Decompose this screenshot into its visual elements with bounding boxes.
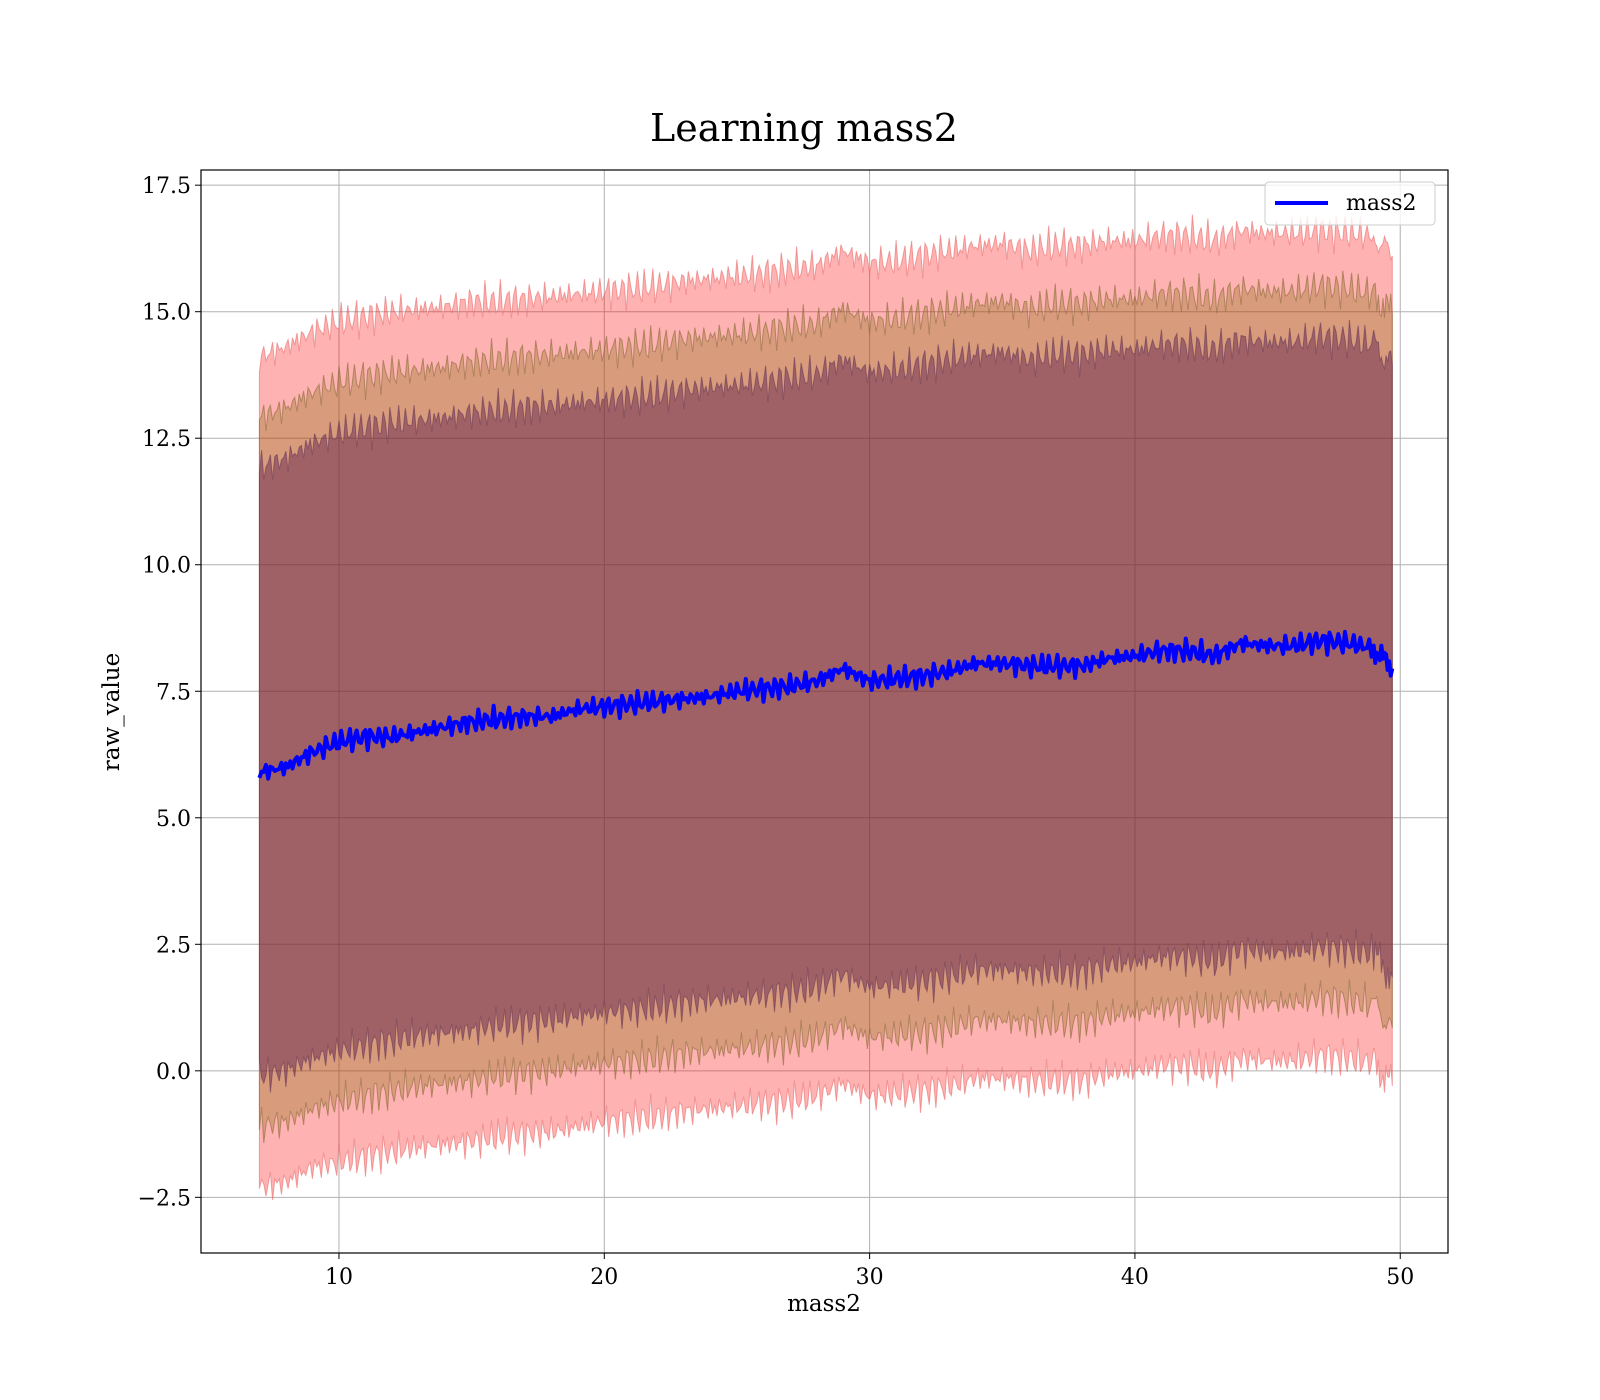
band-layer <box>258 214 1393 1201</box>
y-tick-label-0: −2.5 <box>138 1186 191 1211</box>
plot-area-background <box>201 170 1448 1253</box>
plot-area-frame <box>200 169 1449 1254</box>
x-tick-label-40: 40 <box>1121 1265 1149 1290</box>
y-tick-label-4: 7.5 <box>156 680 191 705</box>
x-tick-label-20: 20 <box>590 1265 618 1290</box>
legend-box <box>1264 181 1436 226</box>
y-tick-label-5: 10.0 <box>142 554 191 579</box>
x-axis-ticks: 10 20 30 40 50 <box>325 1253 1414 1290</box>
x-tick-label-10: 10 <box>325 1265 353 1290</box>
chart-title: Learning mass2 <box>650 106 958 150</box>
line-layer <box>257 629 1395 781</box>
series-line-mass2 <box>257 629 1395 781</box>
y-tick-label-8: 17.5 <box>142 174 191 199</box>
band-inner <box>258 319 1393 1093</box>
y-tick-label-2: 2.5 <box>156 933 191 958</box>
grid-layer <box>201 170 1448 1253</box>
y-tick-label-1: 0.0 <box>156 1060 191 1085</box>
y-tick-label-6: 12.5 <box>142 427 191 452</box>
y-tick-label-3: 5.0 <box>156 807 191 832</box>
y-tick-label-7: 15.0 <box>142 301 191 326</box>
band-middle <box>258 270 1393 1143</box>
legend-entry-mass2: mass2 <box>1346 191 1417 216</box>
x-axis-label: mass2 <box>787 1291 861 1317</box>
y-axis-ticks: −2.5 0.0 2.5 5.0 7.5 10.0 12.5 15.0 17.5 <box>138 174 201 1211</box>
y-axis-label: raw_value <box>99 653 125 771</box>
x-tick-label-30: 30 <box>856 1265 884 1290</box>
legend: mass2 <box>1264 181 1436 226</box>
band-outer <box>258 214 1393 1201</box>
x-tick-label-50: 50 <box>1386 1265 1414 1290</box>
